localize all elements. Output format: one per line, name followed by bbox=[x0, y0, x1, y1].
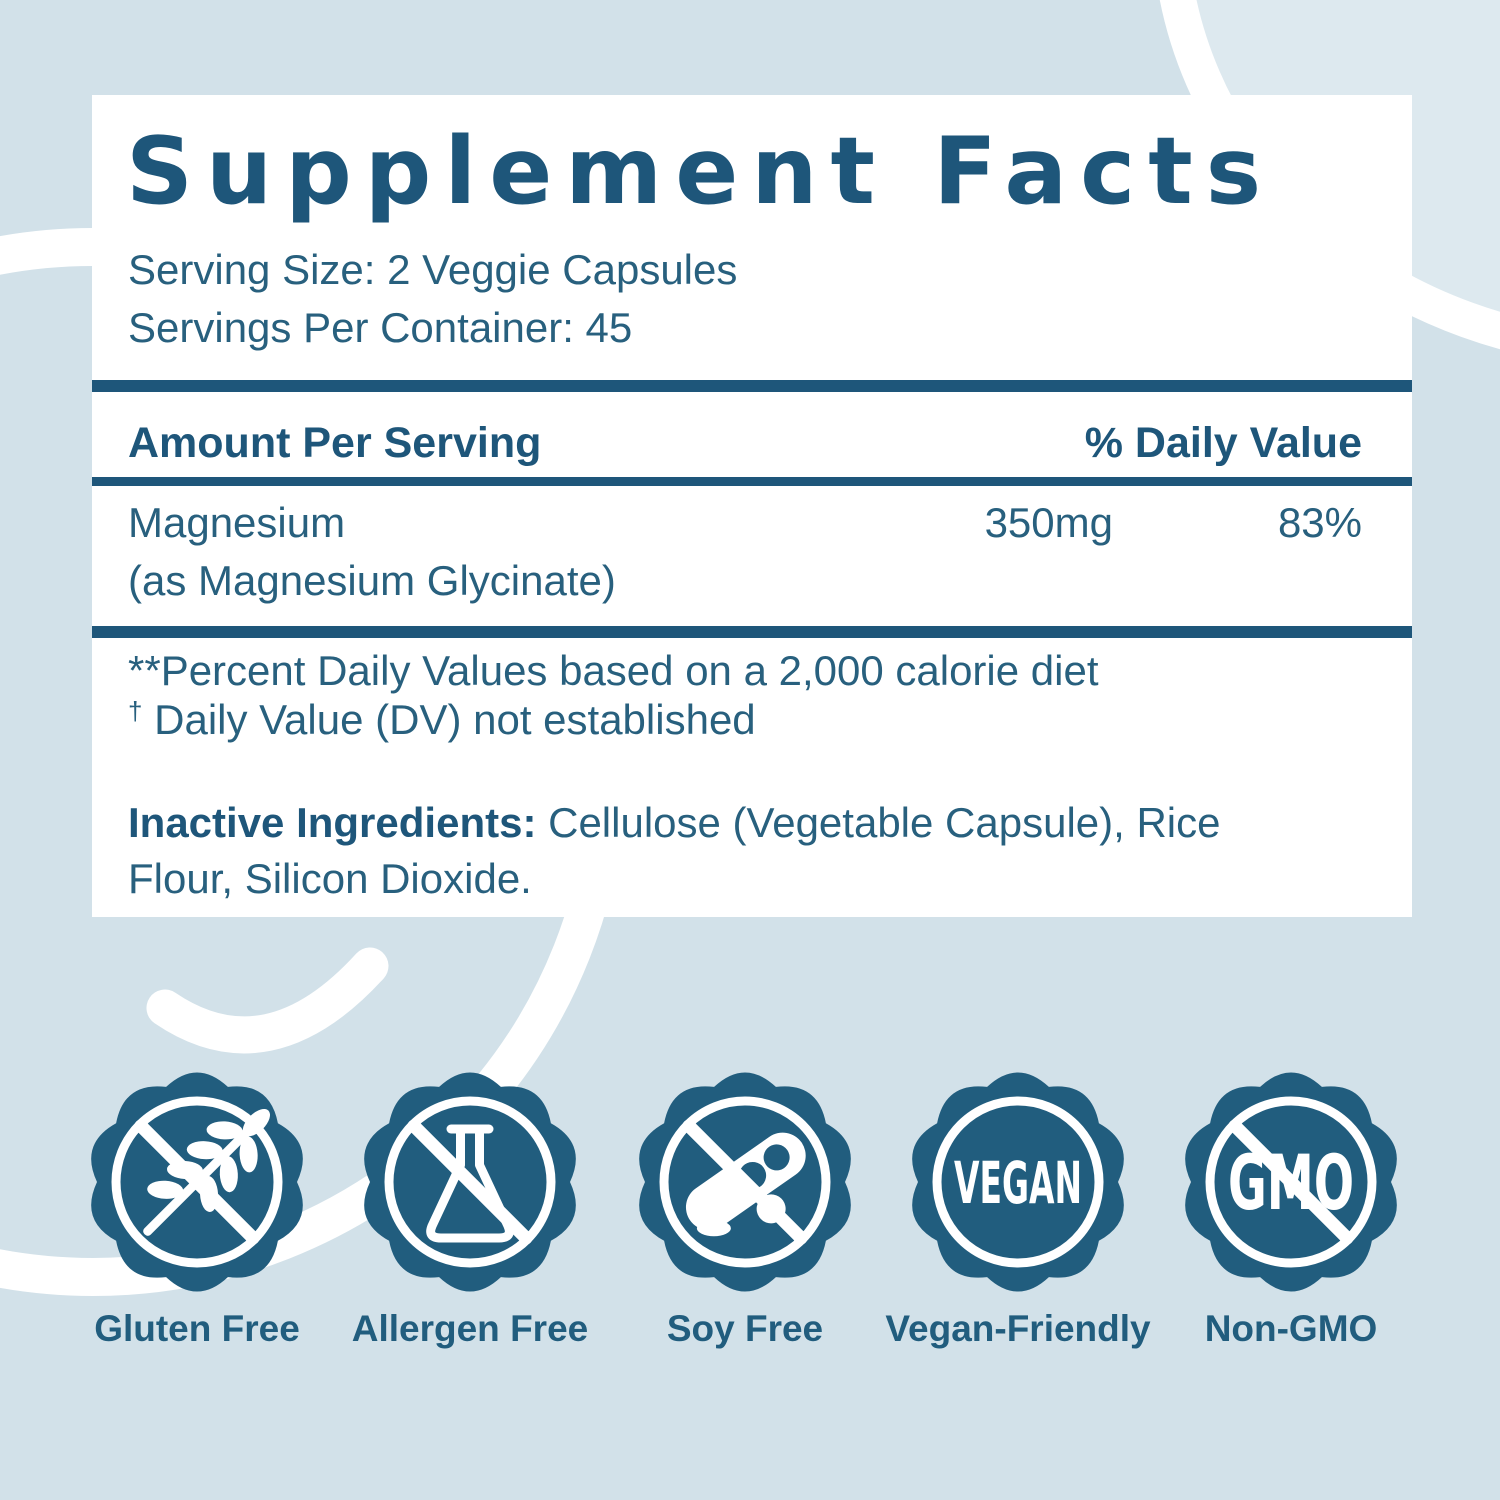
smile-swoosh-curve bbox=[146, 947, 389, 1054]
dagger-symbol: † bbox=[128, 696, 143, 726]
gmo-text: GMO bbox=[1228, 1138, 1354, 1227]
divider-thick-bottom bbox=[92, 626, 1412, 638]
ingredient-amount: 350mg bbox=[984, 499, 1113, 546]
prohibition-ring bbox=[659, 1096, 831, 1268]
panel-title: Supplement Facts bbox=[126, 117, 1275, 225]
svg-text:VEGAN: VEGAN bbox=[954, 1149, 1082, 1217]
supplement-facts-panel: Supplement Facts Serving Size: 2 Veggie … bbox=[92, 95, 1412, 917]
badge-label-soy-free: Soy Free bbox=[666, 1308, 824, 1349]
badge-vegan: VEGAN bbox=[903, 1067, 1133, 1297]
prohibition-ring bbox=[1205, 1096, 1377, 1268]
servings-per-container: Servings Per Container: 45 bbox=[128, 304, 633, 351]
badge-label-allergen-free: Allergen Free bbox=[351, 1308, 589, 1349]
svg-text:GMO: GMO bbox=[1228, 1138, 1354, 1227]
seal-shape bbox=[912, 1072, 1124, 1292]
prohibition-ring bbox=[932, 1096, 1104, 1268]
amount-per-serving-header: Amount Per Serving bbox=[128, 419, 542, 467]
ingredient-detail: (as Magnesium Glycinate) bbox=[128, 557, 616, 604]
slash-icon bbox=[1228, 1119, 1354, 1245]
ingredient-name: Magnesium bbox=[128, 499, 346, 546]
divider-thick-top bbox=[92, 380, 1412, 392]
badge-allergen-free bbox=[355, 1067, 585, 1297]
inactive-ingredients-label: Inactive Ingredients: bbox=[128, 799, 537, 846]
badge-label-vegan: Vegan-Friendly bbox=[885, 1308, 1151, 1349]
ingredient-daily-value: 83% bbox=[1277, 499, 1362, 546]
prohibition-ring bbox=[384, 1096, 556, 1268]
serving-info: Serving Size: 2 Veggie Capsules Servings… bbox=[128, 241, 737, 357]
slash-icon bbox=[407, 1119, 533, 1245]
footnote-percent-dv: **Percent Daily Values based on a 2,000 … bbox=[128, 647, 1099, 694]
slash-icon bbox=[682, 1119, 808, 1245]
daily-value-header: % Daily Value bbox=[1084, 419, 1362, 467]
divider-header bbox=[92, 477, 1412, 486]
inactive-ingredients-text: Cellulose (Vegetable Capsule), Rice Flou… bbox=[128, 799, 1221, 902]
footnote-dv-text: Daily Value (DV) not established bbox=[154, 696, 756, 743]
serving-size: Serving Size: 2 Veggie Capsules bbox=[128, 246, 738, 293]
vegan-text: VEGAN bbox=[954, 1149, 1082, 1217]
badge-gluten-free bbox=[82, 1067, 312, 1297]
badge-soy-free bbox=[630, 1067, 860, 1297]
badge-non-gmo: GMO bbox=[1176, 1067, 1406, 1297]
badge-label-non-gmo: Non-GMO bbox=[1204, 1308, 1378, 1349]
prohibition-ring bbox=[111, 1096, 283, 1268]
slash-icon bbox=[134, 1119, 260, 1245]
footnote-dv-not-established: † Daily Value (DV) not established bbox=[128, 696, 756, 744]
inactive-ingredients: Inactive Ingredients: Cellulose (Vegetab… bbox=[128, 795, 1248, 907]
badge-label-gluten-free: Gluten Free bbox=[94, 1308, 300, 1349]
